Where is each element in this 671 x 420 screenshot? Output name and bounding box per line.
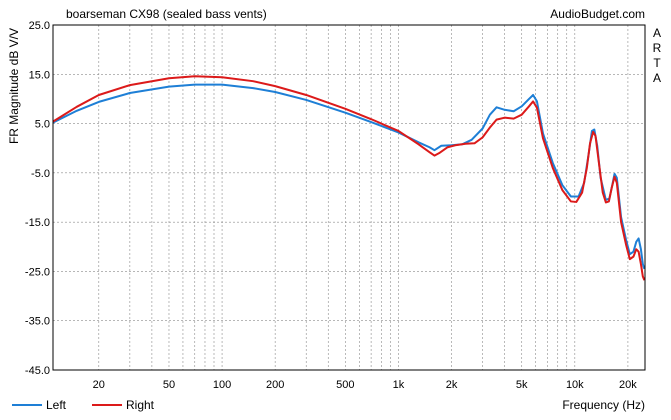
source-label: AudioBudget.com (550, 7, 645, 21)
y-tick-label: -5.0 (31, 168, 50, 180)
y-axis-label: FR Magnitude dB V/V (7, 28, 21, 144)
series-line-right (53, 75, 645, 281)
x-tick-label: 500 (336, 379, 354, 391)
x-axis-label: Frequency (Hz) (562, 398, 645, 412)
x-tick-label: 2k (446, 379, 458, 391)
x-tick-labels: 20 50 100 200 500 1k 2k 5k 10k 20k (93, 379, 638, 391)
side-label-letter: T (653, 56, 661, 70)
x-tick-label: 100 (213, 379, 231, 391)
plot-frame (52, 24, 646, 371)
y-tick-label: 5.0 (35, 119, 50, 131)
y-tick-label: -45.0 (25, 365, 50, 377)
y-tick-label: -25.0 (25, 266, 50, 278)
y-tick-label: 15.0 (29, 69, 50, 81)
x-tick-label: 10k (566, 379, 584, 391)
x-tick-label: 20k (619, 379, 637, 391)
x-tick-label: 20 (93, 379, 105, 391)
legend-label-left: Left (46, 398, 67, 412)
x-tick-label: 50 (163, 379, 175, 391)
series-lines (53, 75, 645, 281)
x-tick-label: 5k (516, 379, 528, 391)
y-tick-label: 25.0 (29, 20, 50, 32)
y-tick-labels: 25.0 15.0 5.0 -5.0 -15.0 -25.0 -35.0 -45.0 (25, 20, 50, 377)
grid-lines (53, 24, 645, 371)
side-label-letter: R (653, 41, 662, 55)
side-label-letter: A (653, 26, 661, 40)
y-tick-label: -15.0 (25, 217, 50, 229)
chart-title: boarseman CX98 (sealed bass vents) (66, 7, 267, 21)
legend-label-right: Right (126, 398, 155, 412)
x-tick-label: 200 (266, 379, 284, 391)
side-label-letter: A (653, 71, 661, 85)
x-tick-label: 1k (393, 379, 405, 391)
legend: Left Right (12, 398, 155, 412)
y-tick-label: -35.0 (25, 316, 50, 328)
